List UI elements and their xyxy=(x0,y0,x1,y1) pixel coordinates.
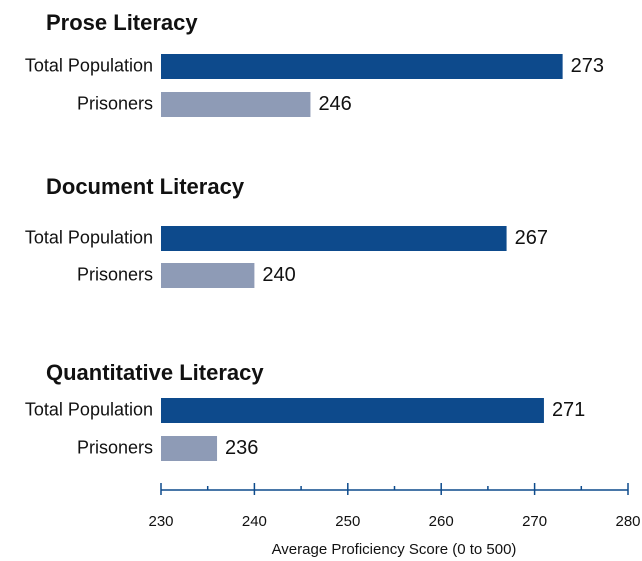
bar xyxy=(161,54,563,79)
x-tick-label: 250 xyxy=(335,513,360,530)
category-label: Total Population xyxy=(25,55,153,75)
category-label: Total Population xyxy=(25,399,153,419)
x-axis-label: Average Proficiency Score (0 to 500) xyxy=(272,541,517,558)
bar xyxy=(161,398,544,423)
value-label: 240 xyxy=(262,264,295,286)
bar xyxy=(161,92,311,117)
x-tick-label: 270 xyxy=(522,513,547,530)
panel-title: Prose Literacy xyxy=(46,10,198,35)
x-tick-label: 260 xyxy=(429,513,454,530)
x-tick-label: 280 xyxy=(615,513,640,530)
bar xyxy=(161,436,218,461)
value-label: 271 xyxy=(552,399,585,421)
value-label: 246 xyxy=(318,93,351,115)
panel-title: Quantitative Literacy xyxy=(46,360,264,385)
panel-title: Document Literacy xyxy=(46,174,245,199)
category-label: Prisoners xyxy=(77,264,153,284)
value-label: 236 xyxy=(225,437,258,459)
value-label: 267 xyxy=(515,227,548,249)
bar xyxy=(161,263,255,288)
value-label: 273 xyxy=(571,55,604,77)
category-label: Total Population xyxy=(25,227,153,247)
x-tick-label: 240 xyxy=(242,513,267,530)
category-label: Prisoners xyxy=(77,437,153,457)
bar xyxy=(161,226,507,251)
category-label: Prisoners xyxy=(77,93,153,113)
x-tick-label: 230 xyxy=(148,513,173,530)
